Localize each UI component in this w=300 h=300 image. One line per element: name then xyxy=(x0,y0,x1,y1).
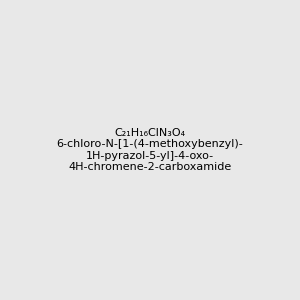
Text: C₂₁H₁₆ClN₃O₄
6-chloro-N-[1-(4-methoxybenzyl)-
1H-pyrazol-5-yl]-4-oxo-
4H-chromen: C₂₁H₁₆ClN₃O₄ 6-chloro-N-[1-(4-methoxyben… xyxy=(57,128,243,172)
